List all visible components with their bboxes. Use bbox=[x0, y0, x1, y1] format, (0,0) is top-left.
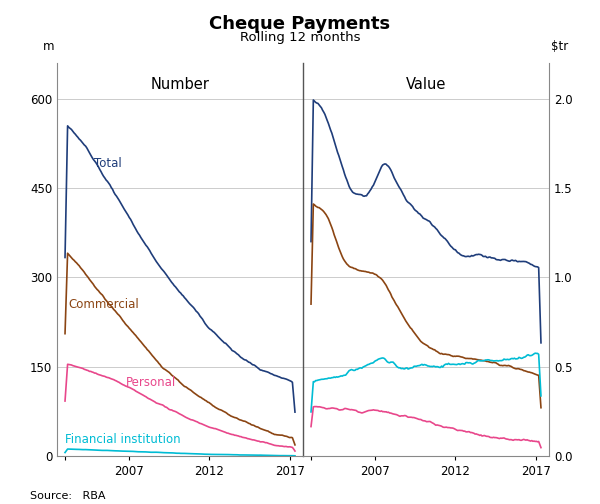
Text: Source:   RBA: Source: RBA bbox=[30, 491, 106, 501]
Text: Financial institution: Financial institution bbox=[65, 433, 181, 446]
Text: Cheque Payments: Cheque Payments bbox=[209, 15, 391, 33]
Text: m: m bbox=[43, 40, 55, 53]
Text: Number: Number bbox=[151, 77, 209, 92]
Text: Value: Value bbox=[406, 77, 446, 92]
Text: Total: Total bbox=[94, 157, 122, 170]
Text: Commercial: Commercial bbox=[68, 298, 139, 311]
Text: $tr: $tr bbox=[551, 40, 569, 53]
Text: Rolling 12 months: Rolling 12 months bbox=[240, 31, 360, 44]
Text: Personal: Personal bbox=[126, 376, 176, 389]
